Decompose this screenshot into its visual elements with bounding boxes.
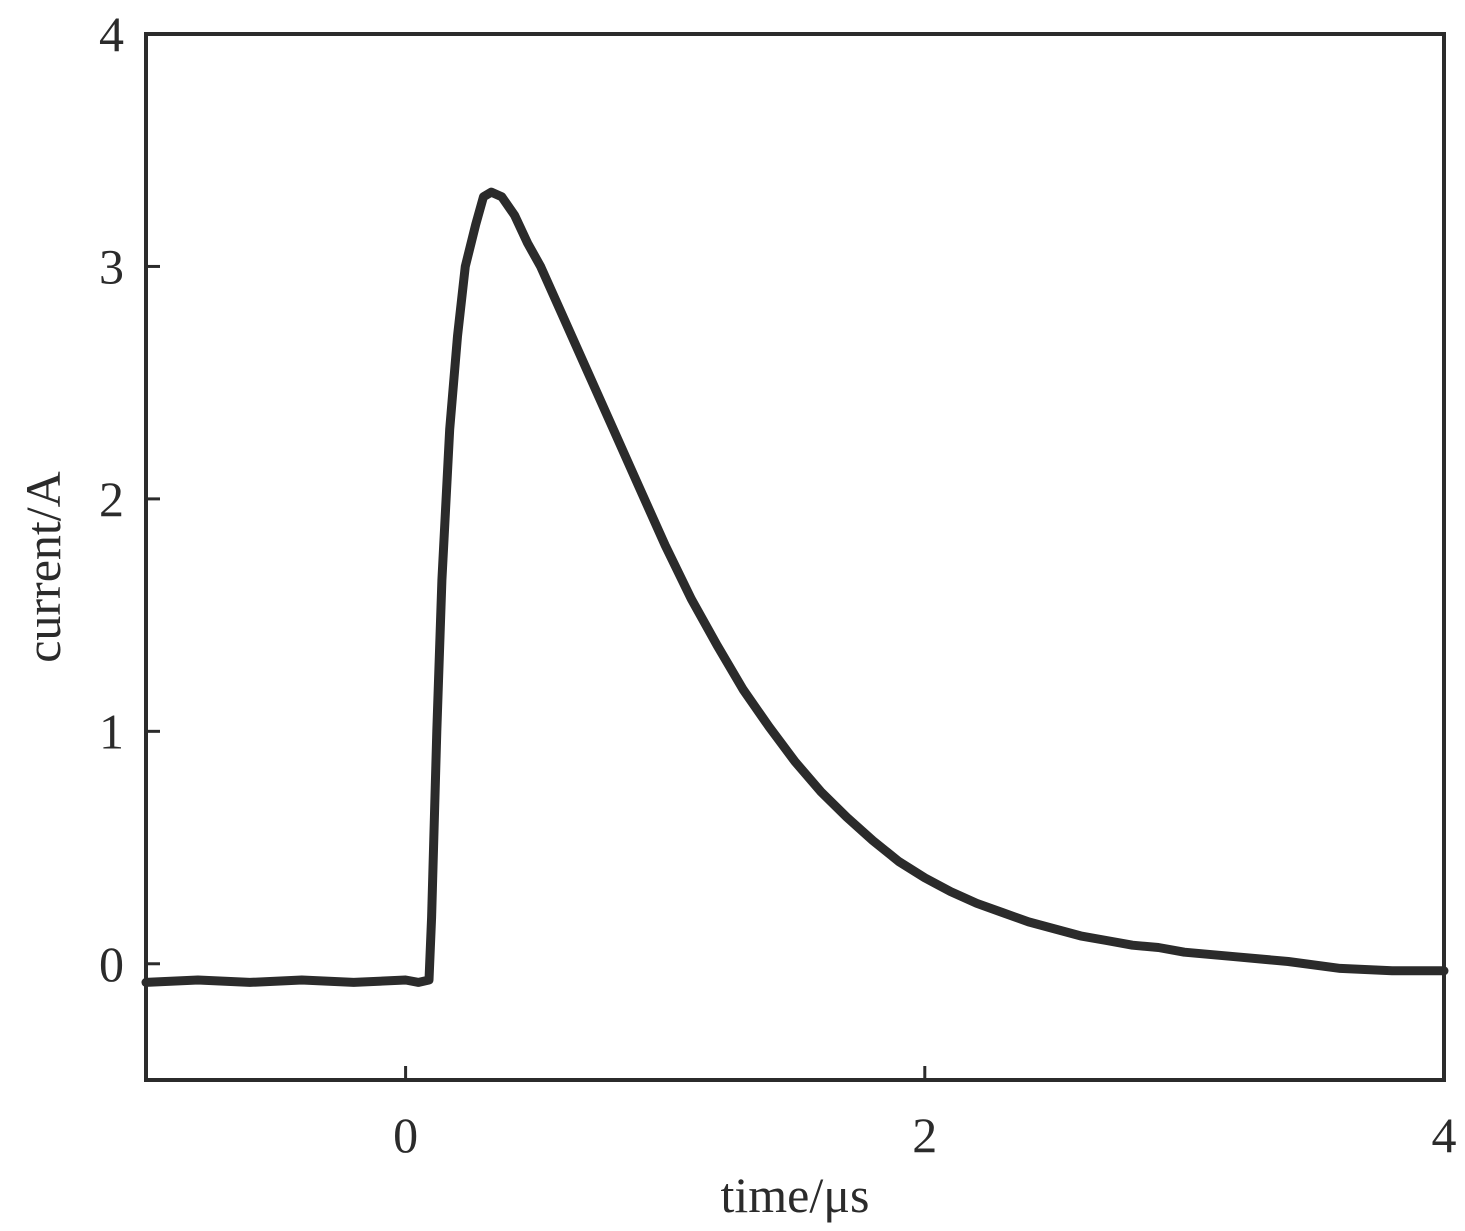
y-tick-label: 2 [99,471,124,527]
series-line [141,187,1449,987]
y-tick-label: 1 [99,703,124,759]
plot-frame [144,32,1446,1082]
x-tick-label: 0 [393,1107,418,1163]
x-tick-label: 4 [1432,1107,1457,1163]
y-tick-label: 0 [99,936,124,992]
ticks-layer: 0 2 4 0 1 2 3 4 [99,6,1457,1163]
line-layer [141,187,1449,987]
y-tick-label: 4 [99,6,124,62]
x-tick-label: 2 [912,1107,937,1163]
y-axis-label: current/A [15,471,71,663]
y-tick-label: 3 [99,238,124,294]
x-axis-label: time/μs [720,1167,869,1223]
